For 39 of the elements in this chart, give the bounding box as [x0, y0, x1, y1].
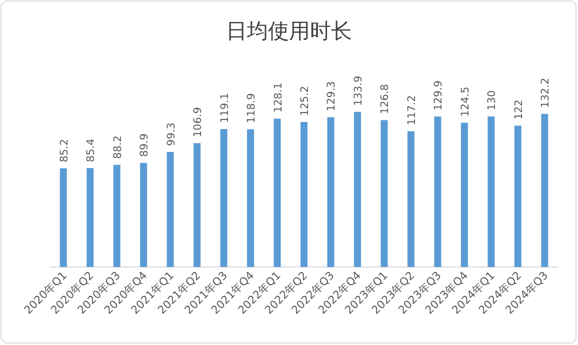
bar: [460, 122, 468, 267]
bar: [354, 112, 361, 267]
data-label: 130: [486, 90, 498, 110]
bar: [220, 129, 228, 267]
data-label: 89.9: [138, 133, 151, 157]
data-label: 132.2: [540, 78, 552, 108]
bar: [86, 168, 94, 267]
data-label: 85.4: [85, 138, 98, 162]
bar: [274, 118, 281, 267]
data-label: 129.9: [432, 80, 445, 111]
data-label: 125.2: [299, 86, 311, 116]
bar: [300, 122, 308, 267]
bar: [327, 117, 334, 267]
bar: [194, 143, 201, 267]
data-label: 128.1: [272, 82, 284, 113]
data-label: 99.3: [165, 122, 178, 146]
data-label: 124.5: [459, 86, 472, 117]
bar: [434, 116, 442, 267]
bar: [247, 129, 254, 267]
bar: [380, 120, 388, 267]
data-label: 126.8: [379, 84, 392, 114]
data-label: 88.2: [112, 135, 124, 159]
data-label: 119.1: [218, 92, 231, 124]
bar: [407, 131, 414, 267]
data-label: 133.9: [352, 76, 364, 106]
data-label: 85.2: [58, 138, 70, 162]
chart-title: 日均使用时长: [226, 19, 352, 43]
data-label: 118.9: [246, 93, 258, 124]
bar: [541, 114, 548, 267]
bar: [113, 164, 120, 267]
bar: [488, 116, 495, 267]
bar: [514, 126, 522, 267]
bar: [166, 152, 174, 267]
bar: [60, 168, 67, 267]
data-label: 122: [512, 100, 525, 120]
data-label: 129.3: [326, 81, 338, 112]
bar: [140, 162, 148, 267]
data-label: 106.9: [192, 107, 204, 138]
data-label: 117.2: [406, 95, 418, 126]
